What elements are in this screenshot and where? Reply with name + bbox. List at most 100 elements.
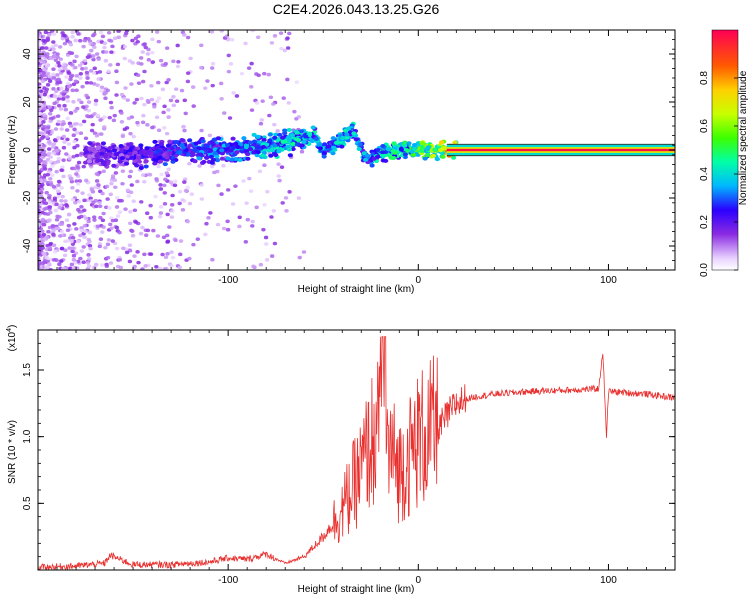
- spectrogram-speckle: [119, 111, 124, 115]
- spectrogram-ridge-blob: [96, 145, 102, 150]
- spectrogram-speckle: [92, 265, 97, 270]
- spectrogram-speckle: [47, 151, 52, 156]
- spectrogram-ridge-blob: [440, 146, 446, 151]
- spectrogram-speckle: [79, 205, 84, 209]
- spectrogram-speckle: [61, 174, 66, 179]
- spectrogram-speckle: [73, 65, 78, 70]
- spectrogram-ridge-blob: [215, 136, 221, 141]
- spectrogram-speckle: [67, 246, 72, 250]
- spectrogram-speckle: [83, 136, 89, 141]
- spectrogram-ridge-blob: [235, 145, 241, 150]
- snr-exponent-label: (x104): [6, 325, 18, 352]
- spectrogram-speckle: [80, 191, 85, 195]
- spectrogram-ridge-blob: [409, 149, 415, 154]
- spectrogram-speckle: [75, 168, 80, 173]
- spectrogram-speckle: [124, 31, 129, 36]
- spectrogram-speckle: [97, 70, 103, 74]
- spectrogram-speckle: [82, 58, 88, 63]
- spectrogram-speckle: [57, 64, 62, 68]
- spectrogram-speckle: [47, 140, 52, 144]
- spectrogram-speckle: [149, 97, 155, 102]
- spectrogram-speckle: [181, 125, 186, 129]
- spectrogram-ridge-blob: [100, 160, 106, 165]
- spectrogram-speckle: [166, 108, 171, 112]
- spectrogram-speckle: [299, 149, 305, 154]
- spectrogram-speckle: [112, 113, 117, 118]
- spectrogram-speckle: [78, 122, 83, 127]
- spectrogram-ridge-blob: [430, 153, 437, 158]
- spectrogram-speckle: [40, 210, 45, 215]
- spectrogram-speckle: [222, 111, 227, 115]
- spectrogram-speckle: [225, 219, 230, 224]
- spectrogram-speckle: [243, 41, 248, 46]
- spectrogram-ridge-blob: [214, 154, 220, 159]
- spectrogram-speckle: [113, 171, 119, 175]
- spectrogram-speckle: [145, 123, 150, 127]
- spectrogram-speckle: [45, 130, 51, 135]
- spectrogram-ridge-blob: [162, 162, 168, 167]
- spectrogram-ridge-blob: [364, 153, 370, 158]
- spectrogram-speckle: [91, 54, 96, 58]
- spectrogram-speckle: [66, 84, 72, 89]
- spectrogram-speckle: [83, 229, 88, 234]
- spectrogram-ridge-blob: [402, 143, 408, 148]
- spectrogram-speckle: [66, 212, 72, 217]
- spectrogram-speckle: [271, 209, 277, 213]
- spectrogram-speckle: [41, 100, 46, 105]
- spectrogram-ridge-blob: [193, 141, 199, 146]
- spectrogram-speckle: [89, 187, 95, 192]
- spectrogram-ridge-blob: [82, 160, 89, 165]
- spectrogram-speckle: [140, 50, 145, 54]
- spectrogram-speckle: [127, 221, 133, 226]
- spectrogram-speckle: [276, 174, 281, 178]
- spectrogram-speckle: [41, 135, 46, 139]
- spectrogram-speckle: [98, 118, 103, 122]
- spectrogram-speckle: [94, 204, 99, 209]
- spectrogram-ridge-blob: [272, 135, 278, 140]
- spectrogram-speckle: [72, 145, 77, 150]
- spectrogram-ridge-blob: [390, 155, 397, 160]
- spectrogram-speckle: [69, 262, 75, 267]
- spectrogram-speckle: [276, 162, 281, 166]
- spectrogram-speckle: [86, 264, 92, 268]
- spectrogram-speckle: [47, 105, 52, 110]
- spectrogram-ridge-blob: [425, 145, 431, 150]
- spectrogram-ridge-blob: [138, 165, 144, 170]
- spectrogram-ridge-blob: [234, 150, 240, 155]
- spectrogram-ridge-blob: [290, 141, 296, 146]
- spectrogram-speckle: [124, 250, 130, 255]
- spectrogram-speckle: [68, 77, 73, 82]
- spectrogram-speckle: [57, 205, 62, 210]
- spectrogram-speckle: [89, 48, 94, 53]
- spectrogram-ridge-blob: [267, 132, 273, 137]
- spectrogram-speckle: [39, 89, 44, 93]
- spectrogram-speckle: [78, 71, 84, 76]
- spectrogram-ridge-blob: [260, 144, 266, 149]
- spectrogram-speckle: [43, 116, 48, 121]
- spectrogram-speckle: [62, 33, 67, 38]
- spectrogram-speckle: [145, 52, 151, 56]
- spectrogram-ridge-blob: [169, 155, 176, 160]
- spectrogram-speckle: [44, 64, 50, 68]
- spectrogram-ridge-blob: [87, 154, 93, 159]
- spectrogram-speckle: [62, 253, 68, 258]
- spectrogram-speckle: [51, 151, 56, 155]
- spectrogram-speckle: [38, 131, 44, 136]
- spectrogram-speckle: [210, 257, 215, 262]
- spectrogram-speckle: [42, 178, 47, 183]
- spectrogram-speckle: [82, 198, 87, 203]
- colorbar: 0.0 0.2 0.4 0.6 0.8 Normalized spectral ampl…: [699, 29, 749, 277]
- spectrogram-speckle: [52, 94, 58, 99]
- spectrogram-speckle: [216, 183, 221, 188]
- spectrogram-y-tick-label: -40: [22, 238, 33, 253]
- spectrogram-speckle: [241, 179, 246, 183]
- spectrogram-speckle: [60, 165, 65, 170]
- spectrogram-speckle: [38, 208, 41, 213]
- spectrogram-speckle: [46, 147, 52, 151]
- spectrogram-speckle: [73, 260, 78, 265]
- spectrogram-speckle: [156, 39, 162, 44]
- spectrogram-speckle: [55, 73, 60, 77]
- spectrogram-speckle: [199, 197, 205, 201]
- spectrogram-speckle: [227, 116, 233, 120]
- spectrogram-speckle: [145, 211, 150, 216]
